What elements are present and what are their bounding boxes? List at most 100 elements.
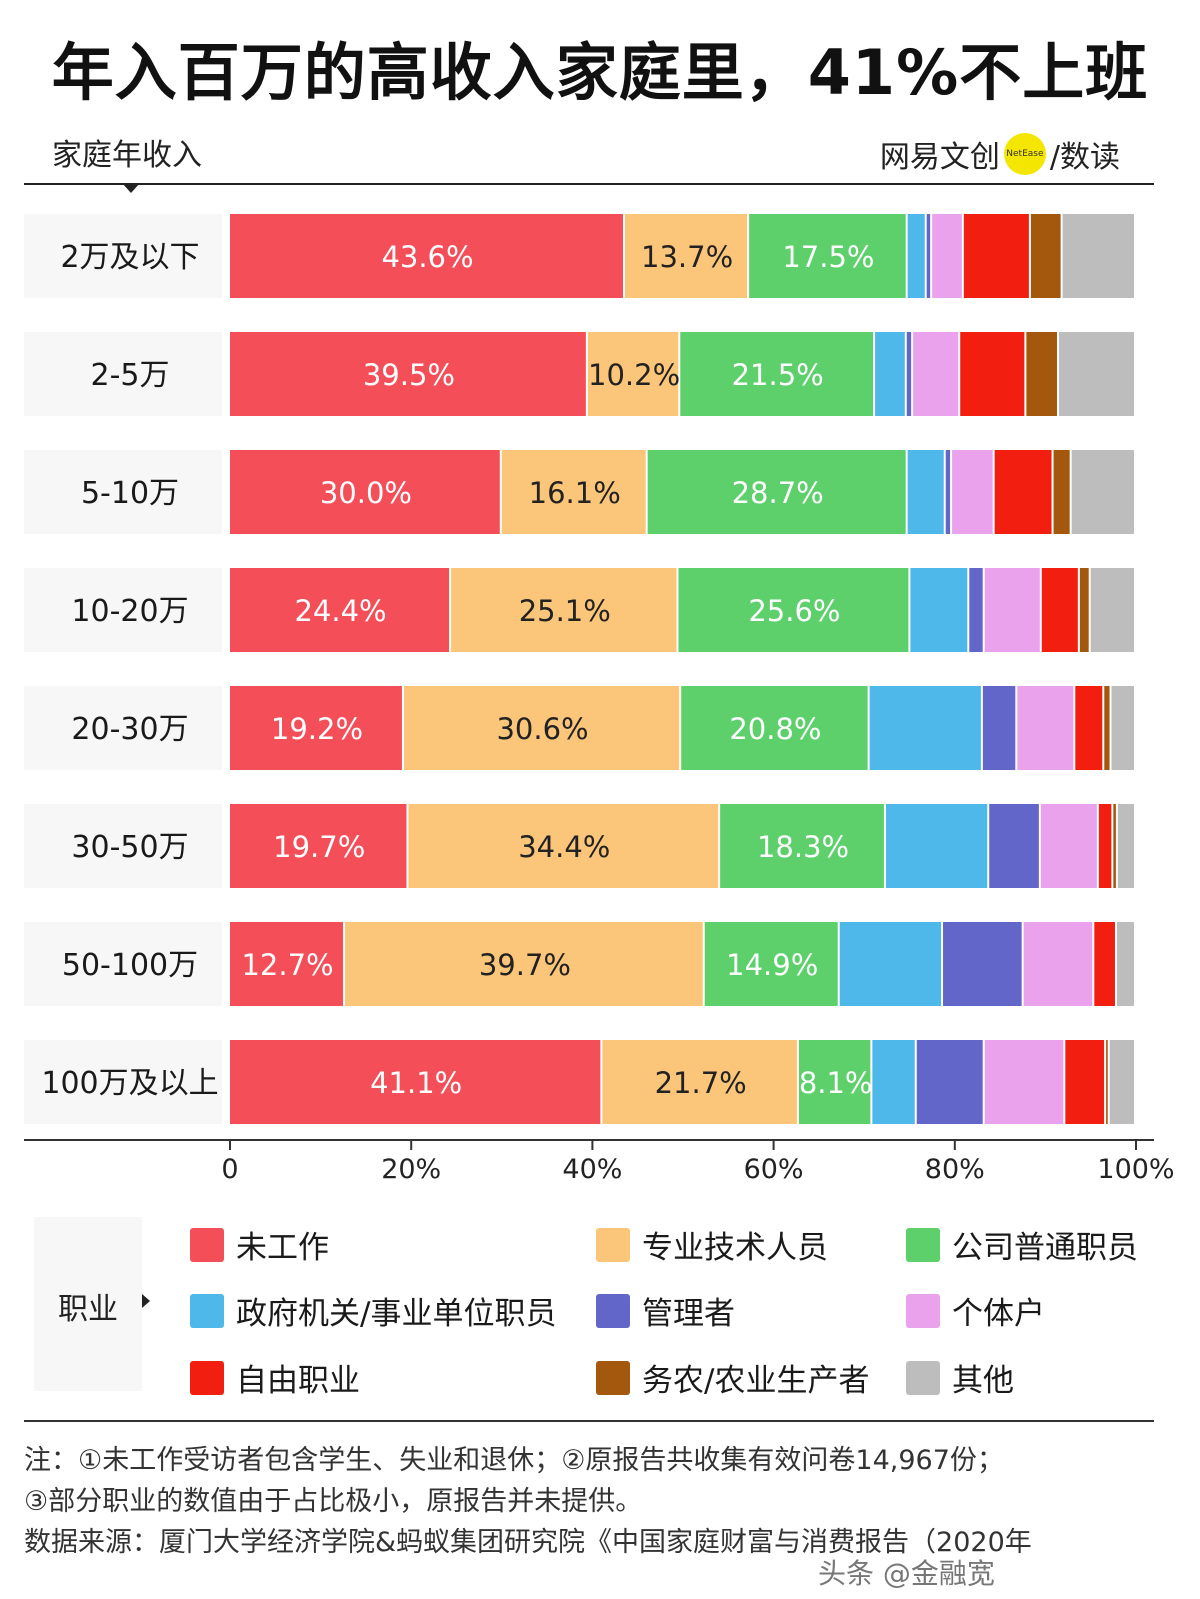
data-label: 13.7%: [641, 240, 733, 274]
legend-item: 个体户: [906, 1288, 1045, 1333]
data-label: 41.1%: [370, 1066, 462, 1100]
bar-segment: [943, 922, 1022, 1006]
bar-segment: [230, 214, 624, 298]
bar-segment: [885, 804, 988, 888]
bar-segment: [952, 450, 993, 534]
bar-segment: [1117, 804, 1134, 888]
legend-swatch: [906, 1227, 940, 1262]
bar-segment: [1053, 450, 1070, 534]
bar-segment: [1090, 568, 1134, 652]
bar-segment: [875, 332, 905, 416]
brand-logo: 网易文创 NetEase /数读: [880, 132, 1120, 176]
data-label: 17.5%: [782, 240, 874, 274]
legend-label: 个体户: [952, 1296, 1045, 1332]
category-label: 5-10万: [81, 476, 179, 511]
x-tick-label: 20%: [381, 1154, 441, 1185]
data-label: 34.4%: [518, 830, 610, 864]
legend-item: 自由职业: [190, 1355, 360, 1400]
x-tick-label: 60%: [744, 1154, 804, 1185]
bar-segment: [501, 450, 646, 534]
category-label-bg: [24, 804, 222, 888]
category-axis-title: 家庭年收入: [52, 138, 202, 173]
bar-segment: [910, 568, 968, 652]
data-label: 14.9%: [726, 948, 818, 982]
data-label: 25.1%: [519, 594, 611, 628]
data-label: 30.0%: [320, 476, 412, 510]
brand-name: 网易文创: [879, 140, 1000, 175]
bar-segment: [749, 214, 906, 298]
legend-label: 自由职业: [236, 1363, 360, 1399]
bar-segment: [680, 332, 874, 416]
data-label: 24.4%: [294, 594, 386, 628]
legend-label: 未工作: [236, 1230, 329, 1266]
legend-item: 未工作: [190, 1222, 329, 1267]
bar-segment: [1058, 332, 1134, 416]
bar-segment: [960, 332, 1025, 416]
category-label-bg: [24, 922, 222, 1006]
bar-segment: [963, 214, 1029, 298]
brand-suffix: /数读: [1049, 140, 1120, 175]
legend-item: 政府机关/事业单位职员: [190, 1288, 556, 1333]
data-label: 28.7%: [732, 476, 824, 510]
bar-segment: [869, 686, 981, 770]
legend-title: 职业: [58, 1292, 118, 1327]
data-label: 19.7%: [273, 830, 365, 864]
bar-segment: [408, 804, 719, 888]
bar-segment: [926, 214, 931, 298]
legend-label: 管理者: [642, 1296, 735, 1332]
bar-segment: [625, 214, 748, 298]
category-label-bg: [24, 214, 222, 298]
bar-segment: [1017, 686, 1074, 770]
top-divider: [24, 183, 1154, 185]
legend-swatch: [906, 1293, 940, 1328]
bar-segment: [1030, 214, 1061, 298]
data-label: 18.3%: [757, 830, 849, 864]
bar-segment: [1111, 686, 1134, 770]
legend-item: 公司普通职员: [906, 1222, 1138, 1267]
bar-segment: [1109, 1040, 1134, 1124]
note-line-1: 注：①未工作受访者包含学生、失业和退休；②原报告共收集有效问卷14,967份；: [24, 1445, 1004, 1476]
legend-swatch: [190, 1293, 224, 1328]
data-label: 43.6%: [381, 240, 473, 274]
category-label: 100万及以上: [41, 1066, 218, 1101]
legend-item: 务农/农业生产者: [596, 1355, 869, 1400]
bar-segment: [1040, 804, 1097, 888]
bar-segment: [994, 450, 1052, 534]
data-label: 21.7%: [655, 1066, 747, 1100]
legend-arrow-icon: [142, 1294, 150, 1308]
data-label: 25.6%: [748, 594, 840, 628]
x-tick-label: 100%: [1097, 1154, 1174, 1185]
bar-segment: [969, 568, 983, 652]
legend-swatch: [906, 1360, 940, 1395]
bar-segment: [230, 332, 586, 416]
x-tick-label: 0: [221, 1154, 238, 1185]
bar-segment: [587, 332, 679, 416]
bar-segment: [720, 804, 884, 888]
bar-segment: [798, 1040, 871, 1124]
legend-title-box: [34, 1217, 142, 1391]
category-label-bg: [24, 686, 222, 770]
bar-segment: [681, 686, 868, 770]
bar-segment: [839, 922, 942, 1006]
data-label: 12.7%: [241, 948, 333, 982]
bar-segment: [1026, 332, 1057, 416]
data-label: 21.5%: [732, 358, 824, 392]
bar-segment: [1065, 1040, 1105, 1124]
category-label: 20-30万: [71, 712, 188, 747]
bar-segment: [1116, 922, 1134, 1006]
bar-segment: [907, 214, 925, 298]
data-label: 16.1%: [529, 476, 621, 510]
bar-segment: [345, 922, 703, 1006]
category-label: 2-5万: [91, 358, 170, 393]
watermark: 头条 @金融宽: [818, 1557, 995, 1590]
bar-segment: [1106, 1040, 1108, 1124]
legend-swatch: [190, 1227, 224, 1262]
bar-segment: [1094, 922, 1115, 1006]
stacked-bar-chart: 2万及以下 43.6% 13.7% 17.5% 2-5万 39.5% 10.2% 21.5% 5…: [24, 214, 1175, 1185]
bar-segment: [984, 1040, 1064, 1124]
legend-label: 公司普通职员: [952, 1230, 1138, 1266]
bar-segment: [230, 450, 500, 534]
legend-label: 务农/农业生产者: [642, 1363, 870, 1399]
bar-segment: [647, 450, 906, 534]
bar-segment: [403, 686, 680, 770]
